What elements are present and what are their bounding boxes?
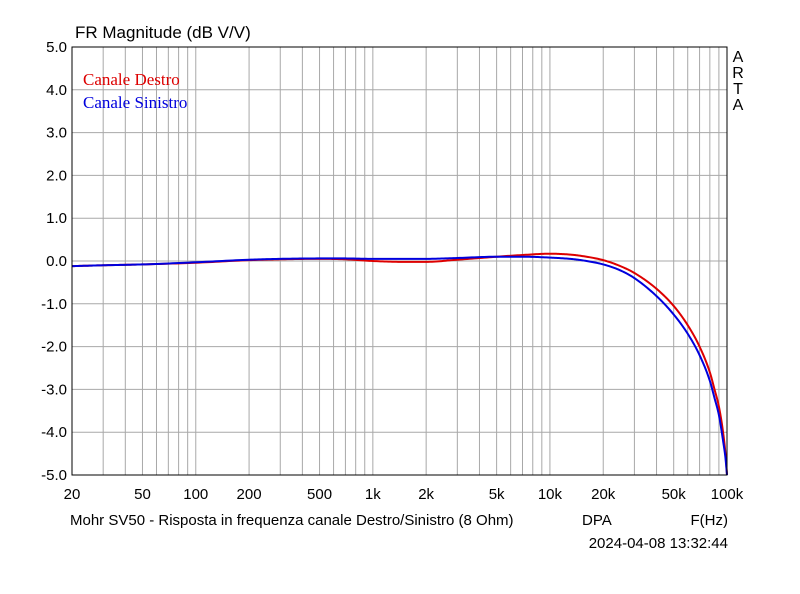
series-layer: [71, 252, 728, 476]
y-tick-label: 1.0: [46, 210, 67, 227]
y-tick-labels: 5.0 4.0 3.0 2.0 1.0 0.0 -1.0 -2.0 -3.0 -4.0 -5.0: [41, 39, 67, 484]
side-label-letter-3: T: [733, 81, 743, 98]
x-tick-label: 1k: [365, 486, 381, 503]
y-tick-label: 0.0: [46, 253, 67, 270]
y-tick-label: -3.0: [41, 381, 67, 398]
side-label-letter-4: A: [733, 97, 744, 114]
footer-datetime: 2024-04-08 13:32:44: [589, 535, 728, 552]
x-tick-label: 10k: [538, 486, 563, 503]
legend-entry-sinistro: Canale Sinistro: [83, 93, 187, 112]
legend-entry-destro: Canale Destro: [83, 70, 180, 89]
x-tick-label: 200: [237, 486, 262, 503]
x-tick-label: 50k: [662, 486, 687, 503]
y-tick-label: -5.0: [41, 467, 67, 484]
x-tick-label: 2k: [418, 486, 434, 503]
y-tick-label: 2.0: [46, 167, 67, 184]
x-tick-label: 50: [134, 486, 151, 503]
series-line-canale-sinistro: [71, 255, 728, 476]
footer-mode: DPA: [582, 512, 612, 529]
y-tick-label: -4.0: [41, 424, 67, 441]
x-tick-label: 100k: [711, 486, 744, 503]
grid: [72, 47, 727, 475]
x-tick-label: 5k: [489, 486, 505, 503]
x-tick-label: 20k: [591, 486, 616, 503]
side-label-letter-2: R: [732, 65, 744, 82]
x-tick-label: 20: [64, 486, 81, 503]
y-tick-label: 3.0: [46, 125, 67, 142]
plot-frame: [71, 46, 728, 476]
chart-title: FR Magnitude (dB V/V): [75, 23, 251, 42]
x-tick-labels: 20 50 100 200 500 1k 2k 5k 10k 20k 50k 100k: [64, 486, 744, 503]
y-tick-label: 5.0: [46, 39, 67, 56]
x-tick-label: 500: [307, 486, 332, 503]
footer-description: Mohr SV50 - Risposta in frequenza canale…: [70, 512, 514, 529]
y-tick-label: -2.0: [41, 339, 67, 356]
side-label-letter-1: A: [733, 49, 744, 66]
x-tick-label: 100: [183, 486, 208, 503]
y-tick-label: 4.0: [46, 82, 67, 99]
y-tick-label: -1.0: [41, 296, 67, 313]
x-axis-label: F(Hz): [691, 512, 729, 529]
